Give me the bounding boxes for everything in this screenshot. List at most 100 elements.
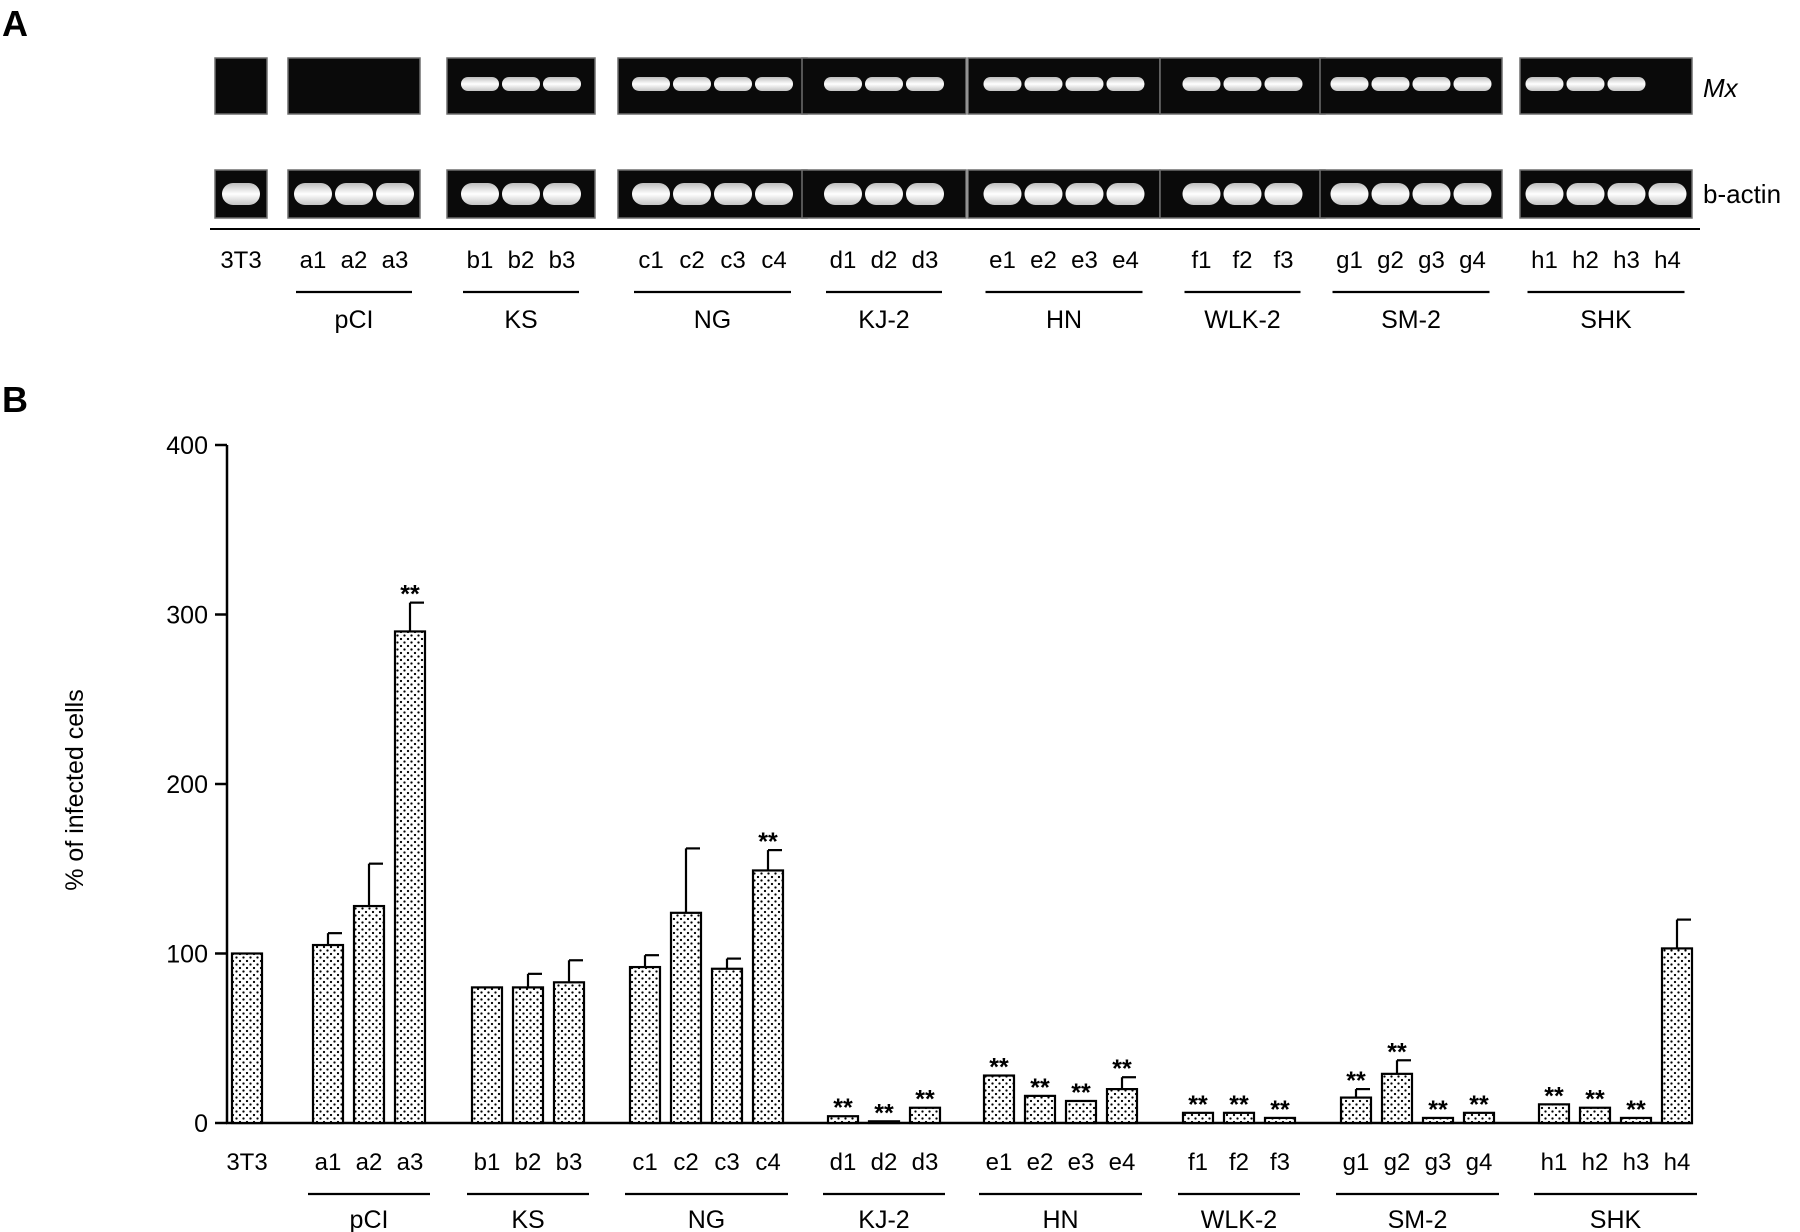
band-b-actin-h2 xyxy=(1566,183,1605,205)
x-label-f3: f3 xyxy=(1270,1149,1290,1176)
bar-e3 xyxy=(1064,1099,1098,1125)
band-b-actin-h4 xyxy=(1648,183,1687,205)
significance-g2: ** xyxy=(1387,1038,1407,1066)
bar-f3 xyxy=(1263,1116,1297,1125)
band-b-actin-e3 xyxy=(1065,183,1104,205)
bar-e4 xyxy=(1105,1087,1139,1125)
x-label-g3: g3 xyxy=(1425,1149,1452,1176)
group-label-wlk-2: WLK-2 xyxy=(1201,1206,1277,1232)
bar-c1 xyxy=(628,965,662,1125)
bar-h3 xyxy=(1619,1116,1653,1125)
bar-a1 xyxy=(311,943,345,1125)
gel-group-label-ks: KS xyxy=(504,306,537,334)
band-mx-e3 xyxy=(1065,77,1104,91)
gel-lane-label-b2: b2 xyxy=(508,247,535,274)
gel-lane-label-f2: f2 xyxy=(1232,247,1252,274)
group-label-ng: NG xyxy=(688,1206,726,1232)
band-mx-g4 xyxy=(1453,77,1492,91)
gel-lane-label-h2: h2 xyxy=(1572,247,1599,274)
significance-f3: ** xyxy=(1270,1096,1290,1124)
band-b-actin-h1 xyxy=(1525,183,1564,205)
panel-b-label: B xyxy=(2,379,28,420)
significance-f2: ** xyxy=(1229,1091,1249,1119)
band-mx-e4 xyxy=(1106,77,1145,91)
y-tick-label-200: 200 xyxy=(166,771,208,799)
y-axis-label: % of infected cells xyxy=(61,689,89,891)
gel-lane-label-c4: c4 xyxy=(761,247,786,274)
band-mx-h3 xyxy=(1607,77,1646,91)
band-mx-f3 xyxy=(1264,77,1303,91)
group-label-ks: KS xyxy=(511,1206,544,1232)
gel-lane-label-a2: a2 xyxy=(341,247,368,274)
bar-c3 xyxy=(710,967,744,1125)
band-mx-d1 xyxy=(824,77,862,91)
bar-h1 xyxy=(1537,1103,1571,1125)
bar-d2 xyxy=(867,1120,901,1125)
significance-h3: ** xyxy=(1626,1096,1646,1124)
bar-a3 xyxy=(393,630,427,1125)
band-mx-b3 xyxy=(543,77,581,91)
gel-group-label-wlk-2: WLK-2 xyxy=(1204,306,1280,334)
x-label-h2: h2 xyxy=(1582,1149,1609,1176)
gel-lane-label-h3: h3 xyxy=(1613,247,1640,274)
x-label-a3: a3 xyxy=(397,1149,424,1176)
gel-box-mx-control xyxy=(214,57,268,115)
gel-group-label-hn: HN xyxy=(1046,306,1082,334)
group-label-kj-2: KJ-2 xyxy=(858,1206,909,1232)
significance-h2: ** xyxy=(1585,1086,1605,1114)
band-b-actin-b1 xyxy=(461,183,499,205)
significance-d2: ** xyxy=(874,1099,894,1127)
y-tick-label-400: 400 xyxy=(166,432,208,460)
y-tick-label-300: 300 xyxy=(166,602,208,630)
gel-lane-label-a3: a3 xyxy=(382,247,409,274)
x-label-g1: g1 xyxy=(1343,1149,1370,1176)
x-label-e2: e2 xyxy=(1027,1149,1054,1176)
b-actin-row-label: b-actin xyxy=(1703,179,1781,209)
band-mx-g3 xyxy=(1412,77,1451,91)
gel-lane-label-h4: h4 xyxy=(1654,247,1681,274)
bar-3T3 xyxy=(230,952,264,1125)
band-b-actin-b2 xyxy=(502,183,540,205)
gel-group-label-sm-2: SM-2 xyxy=(1381,306,1441,334)
band-b-actin-f3 xyxy=(1264,183,1303,205)
bar-chart: 0 100 200 300 400 3T3 a1 a2 ** a3 pCI b1 b2 b3 KS c1 c2 c… xyxy=(166,432,1697,1232)
band-mx-h2 xyxy=(1566,77,1605,91)
bar-e1 xyxy=(982,1074,1016,1125)
band-b-actin-f1 xyxy=(1182,183,1221,205)
band-mx-h1 xyxy=(1525,77,1564,91)
group-label-pci: pCI xyxy=(350,1206,389,1232)
band-mx-e1 xyxy=(983,77,1022,91)
x-label-f2: f2 xyxy=(1229,1149,1249,1176)
gel-panel: 3T3 a1 a2 a3 pCI b1 b2 b3 KS c1 c2 c3 c4 NG d1 d2 d3 KJ-2… xyxy=(210,57,1700,334)
bar-b1 xyxy=(470,986,504,1125)
band-b-actin-a1 xyxy=(294,183,332,205)
band-mx-c2 xyxy=(673,77,711,91)
band-mx-d3 xyxy=(906,77,944,91)
bar-g4 xyxy=(1462,1111,1496,1125)
x-label-g2: g2 xyxy=(1384,1149,1411,1176)
band-b-actin-c1 xyxy=(632,183,670,205)
gel-group-label-pci: pCI xyxy=(335,306,374,334)
band-mx-c4 xyxy=(755,77,793,91)
gel-lane-label-e1: e1 xyxy=(989,247,1016,274)
x-label-b3: b3 xyxy=(556,1149,583,1176)
gel-lane-label-c2: c2 xyxy=(679,247,704,274)
x-label-c2: c2 xyxy=(673,1149,698,1176)
band-b-actin-c2 xyxy=(673,183,711,205)
bar-g1 xyxy=(1339,1096,1373,1125)
x-label-b1: b1 xyxy=(474,1149,501,1176)
band-b-actin-e4 xyxy=(1106,183,1145,205)
band-mx-d2 xyxy=(865,77,903,91)
bar-c4 xyxy=(751,869,785,1125)
x-label-e4: e4 xyxy=(1109,1149,1136,1176)
band-b-actin-g3 xyxy=(1412,183,1451,205)
x-label-h3: h3 xyxy=(1623,1149,1650,1176)
band-mx-c1 xyxy=(632,77,670,91)
bar-a2 xyxy=(352,904,386,1125)
gel-group-label-ng: NG xyxy=(694,306,732,334)
x-label-d2: d2 xyxy=(871,1149,898,1176)
gel-lane-label-g1: g1 xyxy=(1336,247,1363,274)
bar-f2 xyxy=(1222,1111,1256,1125)
bar-b3 xyxy=(552,981,586,1125)
x-label-f1: f1 xyxy=(1188,1149,1208,1176)
